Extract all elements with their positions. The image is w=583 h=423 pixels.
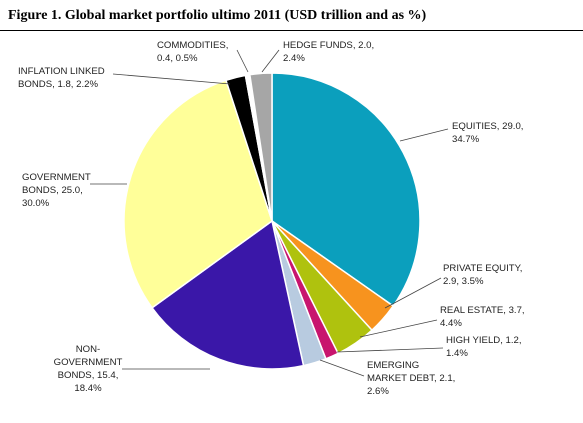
slice-label-line: BONDS, 25.0, [22, 185, 83, 196]
slice-label-line: 0.4, 0.5% [157, 53, 198, 64]
pie-slice-non-government-bonds [151, 219, 305, 370]
leader-line [319, 359, 365, 377]
slice-label-line: INFLATION LINKED [18, 66, 105, 77]
slice-label-line: MARKET DEBT, 2.1, [367, 373, 455, 384]
slice-label-line: 30.0% [22, 198, 50, 209]
pie-slice-hedge-funds [248, 72, 273, 222]
leader-line [336, 347, 444, 353]
pie-slice-government-bonds [123, 79, 273, 309]
title-underline [0, 30, 583, 31]
slice-label-line: 34.7% [452, 134, 480, 145]
slice-label: COMMODITIES, 0.4, 0.5% [157, 40, 228, 64]
leader-line [384, 277, 442, 309]
slice-label-line: BONDS, 1.8, 2.2% [18, 79, 98, 90]
slice-label: INFLATION LINKED BONDS, 1.8, 2.2% [18, 66, 105, 90]
slice-label-line: GOVERNMENT [22, 172, 91, 183]
slice-label-line: REAL ESTATE, 3.7, [440, 305, 525, 316]
slice-label: EMERGING MARKET DEBT, 2.1, 2.6% [367, 360, 455, 397]
pie-slice-equities [271, 72, 421, 307]
slice-label-line: BONDS, 15.4, [58, 370, 119, 381]
slice-label-line: GOVERNMENT [54, 357, 123, 368]
pie-slices [123, 72, 421, 370]
slice-labels: EQUITIES, 29.0, 34.7% PRIVATE EQUITY, 2.9, … [18, 40, 525, 397]
slice-label: GOVERNMENT BONDS, 25.0, 30.0% [22, 172, 91, 209]
slice-label-line: EMERGING [367, 360, 419, 371]
slice-label: REAL ESTATE, 3.7, 4.4% [440, 305, 525, 329]
slice-label-line: 2.4% [283, 53, 305, 64]
slice-label: HEDGE FUNDS, 2.0, 2.4% [283, 40, 374, 64]
leader-line [261, 49, 280, 73]
leader-line [399, 128, 449, 142]
slice-label-line: 18.4% [74, 383, 102, 394]
slice-label-line: PRIVATE EQUITY, [443, 263, 522, 274]
slice-label-line: HIGH YIELD, 1.2, [446, 335, 522, 346]
leader-line [236, 49, 249, 73]
slice-label: EQUITIES, 29.0, 34.7% [452, 121, 523, 145]
slice-label-line: EQUITIES, 29.0, [452, 121, 523, 132]
slice-label-line: 4.4% [440, 318, 462, 329]
slice-label-line: 2.6% [367, 386, 389, 397]
slice-label: HIGH YIELD, 1.2, 1.4% [446, 335, 522, 359]
figure-title: Figure 1. Global market portfolio ultimo… [8, 8, 427, 23]
leader-line [359, 319, 438, 338]
slice-label-line: COMMODITIES, [157, 40, 228, 51]
slice-label-line: HEDGE FUNDS, 2.0, [283, 40, 374, 51]
slice-label-line: 1.4% [446, 348, 468, 359]
slice-label: NON- GOVERNMENT BONDS, 15.4, 18.4% [54, 344, 123, 394]
label-leader-lines [90, 49, 449, 377]
slice-label-line: 2.9, 3.5% [443, 276, 484, 287]
slice-label: PRIVATE EQUITY, 2.9, 3.5% [443, 263, 522, 287]
slice-label-line: NON- [76, 344, 101, 355]
leader-line [112, 73, 231, 85]
